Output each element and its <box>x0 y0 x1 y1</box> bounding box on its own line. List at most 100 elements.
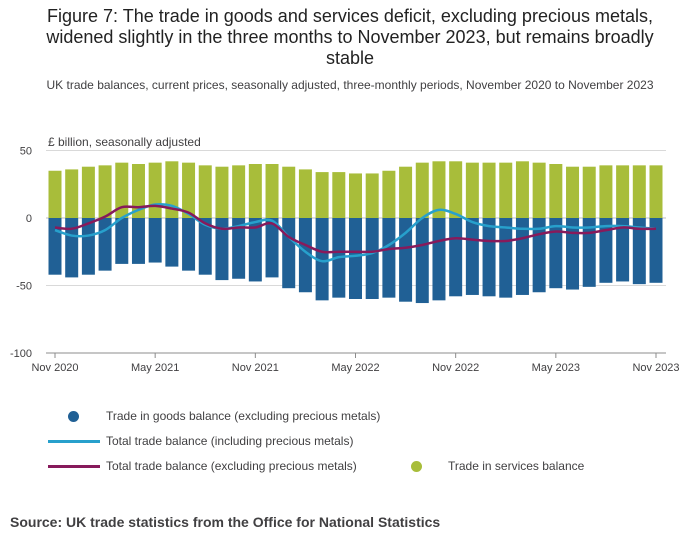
services-bar <box>81 166 95 218</box>
y-tick-label: -100 <box>10 348 32 360</box>
services-bar <box>566 166 580 218</box>
x-tick-label: Nov 2021 <box>232 362 279 374</box>
goods-bar <box>415 218 429 304</box>
goods-bar <box>315 218 329 301</box>
services-bar <box>365 173 379 218</box>
services-bar <box>198 165 212 218</box>
goods-bar <box>81 218 95 275</box>
y-axis-label: £ billion, seasonally adjusted <box>48 135 201 149</box>
y-tick-label: 50 <box>20 146 32 158</box>
services-bar <box>248 164 262 218</box>
goods-bar <box>532 218 546 293</box>
services-bar <box>98 165 112 218</box>
goods-bar <box>432 218 446 301</box>
axes-layer: 50 0 -50 -100 Nov 2020 May 2021 Nov 2021 May 20… <box>10 146 680 375</box>
goods-bar <box>465 218 479 295</box>
legend-total-excl-label: Total trade balance (excluding precious … <box>106 459 357 473</box>
goods-swatch-icon <box>68 410 79 422</box>
goods-bar <box>298 218 312 293</box>
goods-bar <box>632 218 646 285</box>
goods-bar <box>616 218 630 282</box>
goods-bar <box>48 218 62 275</box>
services-bar <box>382 170 396 218</box>
total-excl-swatch-icon <box>48 464 100 468</box>
goods-bar <box>232 218 246 279</box>
x-tick-label: May 2022 <box>331 362 379 374</box>
x-tick-label: Nov 2022 <box>432 362 479 374</box>
services-bar <box>265 164 279 218</box>
goods-bar <box>131 218 145 264</box>
lines-layer <box>54 202 657 263</box>
services-bar <box>182 162 196 218</box>
services-bar <box>499 162 513 218</box>
goods-bar <box>282 218 296 289</box>
goods-bar <box>582 218 596 287</box>
goods-bar <box>399 218 413 302</box>
goods-bar <box>248 218 262 282</box>
goods-bar <box>198 218 212 275</box>
goods-bar <box>349 218 362 299</box>
services-bar <box>415 162 429 218</box>
x-tick-label: May 2021 <box>131 362 179 374</box>
services-bar <box>65 169 79 218</box>
legend-total-excl: Total trade balance (excluding precious … <box>48 459 357 473</box>
services-bar <box>298 169 312 218</box>
goods-bar <box>115 218 129 264</box>
services-bar <box>632 165 646 218</box>
services-bar <box>549 164 563 218</box>
goods-bar <box>499 218 513 298</box>
services-bar <box>649 165 663 218</box>
services-bar <box>582 166 596 218</box>
services-bar <box>332 172 346 218</box>
x-tick-label: May 2023 <box>532 362 580 374</box>
services-bar <box>131 164 145 218</box>
services-swatch-icon <box>411 460 422 472</box>
legend-goods-label: Trade in goods balance (excluding precio… <box>106 409 381 423</box>
goods-bar <box>382 218 396 298</box>
services-bar <box>449 161 463 218</box>
goods-bar <box>482 218 496 297</box>
services-bar <box>532 162 546 218</box>
services-bar <box>349 173 362 218</box>
goods-bar <box>182 218 196 271</box>
goods-bar <box>265 218 279 278</box>
total-incl-swatch-icon <box>48 439 100 443</box>
goods-bar <box>215 218 229 281</box>
legend-services-label: Trade in services balance <box>448 459 585 473</box>
y-tick-label: 0 <box>26 213 32 225</box>
services-bar <box>482 162 496 218</box>
goods-bar <box>365 218 379 299</box>
legend-goods: Trade in goods balance (excluding precio… <box>68 409 380 423</box>
services-bar <box>515 161 529 218</box>
goods-bar <box>549 218 563 289</box>
chart-title: Figure 7: The trade in goods and service… <box>46 6 654 68</box>
services-bar <box>48 170 62 218</box>
legend-total-incl: Total trade balance (including precious … <box>48 434 353 448</box>
services-bar <box>315 172 329 218</box>
services-bar <box>599 165 613 218</box>
goods-bar <box>599 218 613 283</box>
goods-bar <box>566 218 580 290</box>
goods-bar <box>649 218 663 283</box>
source-note: Source: UK trade statistics from the Off… <box>10 514 441 530</box>
services-bar <box>616 165 630 218</box>
goods-bar <box>449 218 463 297</box>
total-incl-line <box>54 202 657 263</box>
goods-bar <box>165 218 179 267</box>
chart-subtitle: UK trade balances, current prices, seaso… <box>46 78 654 92</box>
services-bar <box>432 161 446 218</box>
y-tick-label: -50 <box>16 281 32 293</box>
legend-services: Trade in services balance <box>411 459 584 473</box>
x-tick-label: Nov 2023 <box>632 362 679 374</box>
services-bar <box>399 166 413 218</box>
goods-bar <box>148 218 162 263</box>
services-bar <box>232 165 246 218</box>
goods-bar <box>65 218 79 278</box>
services-bar <box>215 166 229 218</box>
legend-total-incl-label: Total trade balance (including precious … <box>106 434 354 448</box>
services-bar <box>115 162 129 218</box>
services-bar <box>465 162 479 218</box>
services-bar <box>282 166 296 218</box>
x-tick-label: Nov 2020 <box>31 362 78 374</box>
